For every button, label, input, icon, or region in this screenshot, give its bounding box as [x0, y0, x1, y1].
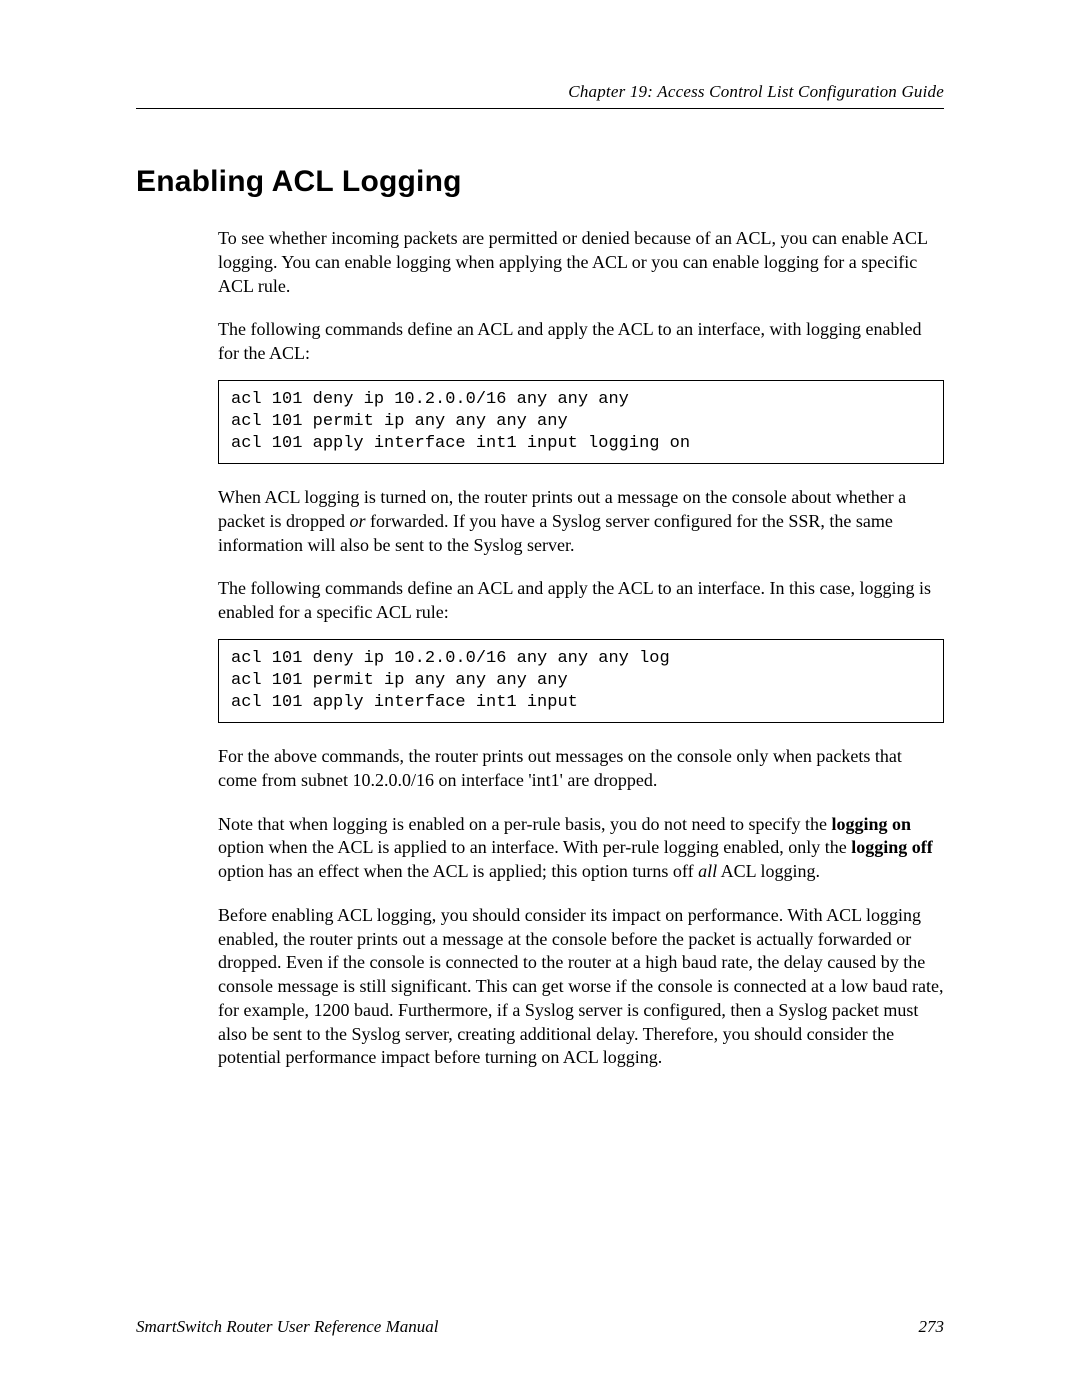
- text-italic-or: or: [349, 511, 365, 531]
- section-title: Enabling ACL Logging: [136, 165, 944, 199]
- text-span: option when the ACL is applied to an int…: [218, 837, 851, 857]
- body-content: To see whether incoming packets are perm…: [218, 227, 944, 1070]
- footer-page-number: 273: [919, 1317, 945, 1337]
- paragraph-performance: Before enabling ACL logging, you should …: [218, 904, 944, 1070]
- footer-manual-title: SmartSwitch Router User Reference Manual: [136, 1317, 438, 1337]
- text-italic-all: all: [698, 861, 717, 881]
- text-span: ACL logging.: [717, 861, 820, 881]
- paragraph-cmds-intro-2: The following commands define an ACL and…: [218, 577, 944, 625]
- header-rule: [136, 108, 944, 109]
- paragraph-intro: To see whether incoming packets are perm…: [218, 227, 944, 298]
- code-block-2: acl 101 deny ip 10.2.0.0/16 any any any …: [218, 639, 944, 723]
- code-block-1: acl 101 deny ip 10.2.0.0/16 any any any …: [218, 380, 944, 464]
- paragraph-subnet: For the above commands, the router print…: [218, 745, 944, 793]
- text-span: option has an effect when the ACL is app…: [218, 861, 698, 881]
- text-bold-logging-off: logging off: [851, 837, 933, 857]
- text-span: Note that when logging is enabled on a p…: [218, 814, 832, 834]
- paragraph-per-rule: Note that when logging is enabled on a p…: [218, 813, 944, 884]
- footer: SmartSwitch Router User Reference Manual…: [136, 1317, 944, 1337]
- chapter-header: Chapter 19: Access Control List Configur…: [136, 82, 944, 108]
- text-bold-logging-on: logging on: [832, 814, 912, 834]
- paragraph-logging-on: When ACL logging is turned on, the route…: [218, 486, 944, 557]
- page-container: Chapter 19: Access Control List Configur…: [0, 0, 1080, 1397]
- paragraph-cmds-intro-1: The following commands define an ACL and…: [218, 318, 944, 366]
